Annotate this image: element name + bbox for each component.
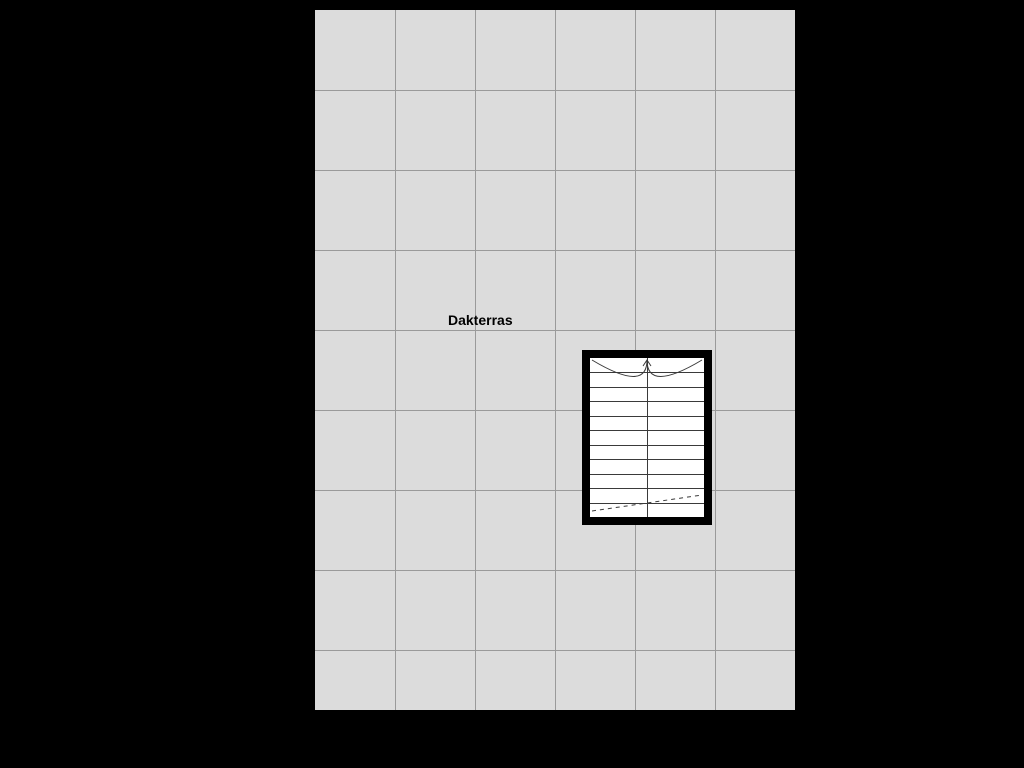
room-label-dakterras: Dakterras bbox=[448, 312, 513, 328]
terrace-floor bbox=[315, 10, 795, 710]
floorplan-canvas: Dakterras 8.44 m 5.80 m bbox=[0, 0, 1024, 768]
tile-grid bbox=[315, 10, 795, 710]
dimension-height: 8.44 m bbox=[287, 343, 302, 383]
dimension-width: 5.80 m bbox=[532, 736, 572, 751]
